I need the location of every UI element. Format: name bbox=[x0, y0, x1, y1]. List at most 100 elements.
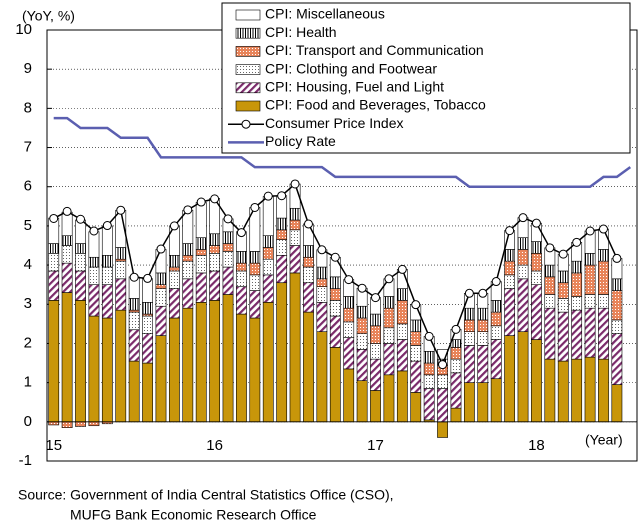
cpi-marker bbox=[545, 243, 555, 253]
bar-segment bbox=[343, 321, 355, 338]
bar-segment bbox=[182, 278, 194, 309]
cpi-marker bbox=[62, 206, 72, 216]
cpi-marker bbox=[518, 213, 528, 223]
bar-segment bbox=[142, 362, 153, 423]
bar-segment bbox=[88, 256, 100, 268]
bar-segment bbox=[155, 288, 167, 307]
bar-segment bbox=[544, 264, 556, 278]
bar-segment bbox=[396, 323, 408, 340]
bar-segment bbox=[584, 253, 596, 266]
bar-segment bbox=[544, 294, 556, 309]
bar-segment bbox=[182, 260, 194, 280]
bar-segment bbox=[598, 260, 609, 295]
bar-segment bbox=[48, 421, 60, 426]
cpi-marker bbox=[411, 300, 421, 310]
bar-segment bbox=[544, 276, 556, 295]
bar-segment bbox=[517, 278, 529, 332]
bar-segment bbox=[262, 274, 274, 303]
bar-segment bbox=[329, 288, 341, 301]
bar-segment bbox=[101, 266, 113, 285]
bar-segment bbox=[517, 249, 529, 266]
legend-label: Consumer Price Index bbox=[265, 115, 404, 131]
bar-segment bbox=[356, 305, 368, 319]
bar-segment bbox=[249, 317, 261, 423]
bar-segment bbox=[370, 390, 381, 423]
cpi-marker bbox=[196, 197, 206, 207]
y-axis-label: (YoY, %) bbox=[22, 8, 75, 24]
y-tick-label: 6 bbox=[24, 178, 32, 195]
x-tick-label: 16 bbox=[206, 437, 223, 454]
bar-segment bbox=[490, 378, 502, 423]
bar-segment bbox=[48, 243, 60, 254]
bar-segment bbox=[289, 219, 301, 231]
bar-segment bbox=[88, 315, 100, 423]
source: Source: Government of India Central Stat… bbox=[18, 487, 394, 503]
bar-segment bbox=[410, 360, 422, 393]
cpi-marker bbox=[397, 264, 407, 274]
bar-segment bbox=[423, 374, 435, 389]
bar-segment bbox=[276, 217, 288, 231]
cpi-marker bbox=[505, 226, 515, 236]
bar-segment bbox=[209, 245, 221, 254]
bar-segment bbox=[222, 251, 234, 268]
cpi-marker bbox=[585, 226, 595, 236]
bar-segment bbox=[249, 262, 261, 276]
bar-segment bbox=[115, 260, 127, 280]
cpi-marker bbox=[116, 205, 126, 215]
bar-segment bbox=[531, 253, 542, 272]
bar-segment bbox=[182, 254, 194, 262]
bar-segment bbox=[477, 307, 489, 321]
bar-segment bbox=[329, 276, 341, 289]
bar-segment bbox=[571, 272, 583, 297]
bar-segment bbox=[329, 300, 341, 317]
bar-segment bbox=[598, 307, 609, 360]
bar-segment bbox=[463, 382, 475, 423]
bar-segment bbox=[182, 307, 194, 423]
cpi-marker bbox=[491, 277, 501, 287]
bar-segment bbox=[477, 345, 489, 383]
bar-segment bbox=[531, 284, 542, 340]
bar-segment bbox=[209, 253, 221, 272]
bar-segment bbox=[598, 249, 609, 262]
bar-segment bbox=[531, 241, 542, 254]
bar-segment bbox=[383, 327, 395, 344]
bar-segment bbox=[48, 300, 60, 423]
x-tick-label: 15 bbox=[45, 437, 62, 454]
bar-segment bbox=[75, 421, 86, 427]
x-tick-label: 17 bbox=[367, 437, 384, 454]
bar-segment bbox=[182, 243, 194, 256]
cpi-marker bbox=[129, 272, 139, 282]
x-axis-label: (Year) bbox=[585, 432, 623, 448]
bar-segment bbox=[383, 307, 395, 329]
bar-segment bbox=[490, 339, 502, 380]
bar-segment bbox=[316, 302, 328, 332]
bar-segment bbox=[329, 315, 341, 348]
bar-segment bbox=[437, 388, 448, 423]
bar-segment bbox=[571, 309, 583, 360]
y-tick-label: 3 bbox=[24, 295, 32, 312]
legend-label: Policy Rate bbox=[265, 133, 336, 149]
bar-segment bbox=[236, 286, 247, 315]
cpi-marker bbox=[357, 283, 367, 293]
bar-segment bbox=[61, 421, 73, 428]
bar-segment bbox=[396, 288, 408, 301]
y-tick-label: 4 bbox=[24, 256, 32, 273]
bar-segment bbox=[517, 264, 529, 280]
cpi-marker bbox=[223, 214, 233, 224]
legend-swatch bbox=[235, 9, 261, 21]
bar-segment bbox=[48, 253, 60, 272]
bar-segment bbox=[75, 243, 86, 254]
bar-segment bbox=[195, 272, 207, 303]
bar-segment bbox=[383, 343, 395, 376]
cpi-marker bbox=[76, 214, 86, 224]
bar-segment bbox=[584, 264, 596, 295]
bar-segment bbox=[463, 331, 475, 346]
policy-line bbox=[53, 116, 632, 188]
cpi-marker bbox=[317, 245, 327, 255]
bar-segment bbox=[168, 288, 180, 319]
bar-segment bbox=[571, 358, 583, 423]
bar-segment bbox=[249, 290, 261, 319]
bar-segment bbox=[276, 282, 288, 423]
bar-segment bbox=[222, 231, 234, 244]
bar-segment bbox=[115, 278, 127, 311]
